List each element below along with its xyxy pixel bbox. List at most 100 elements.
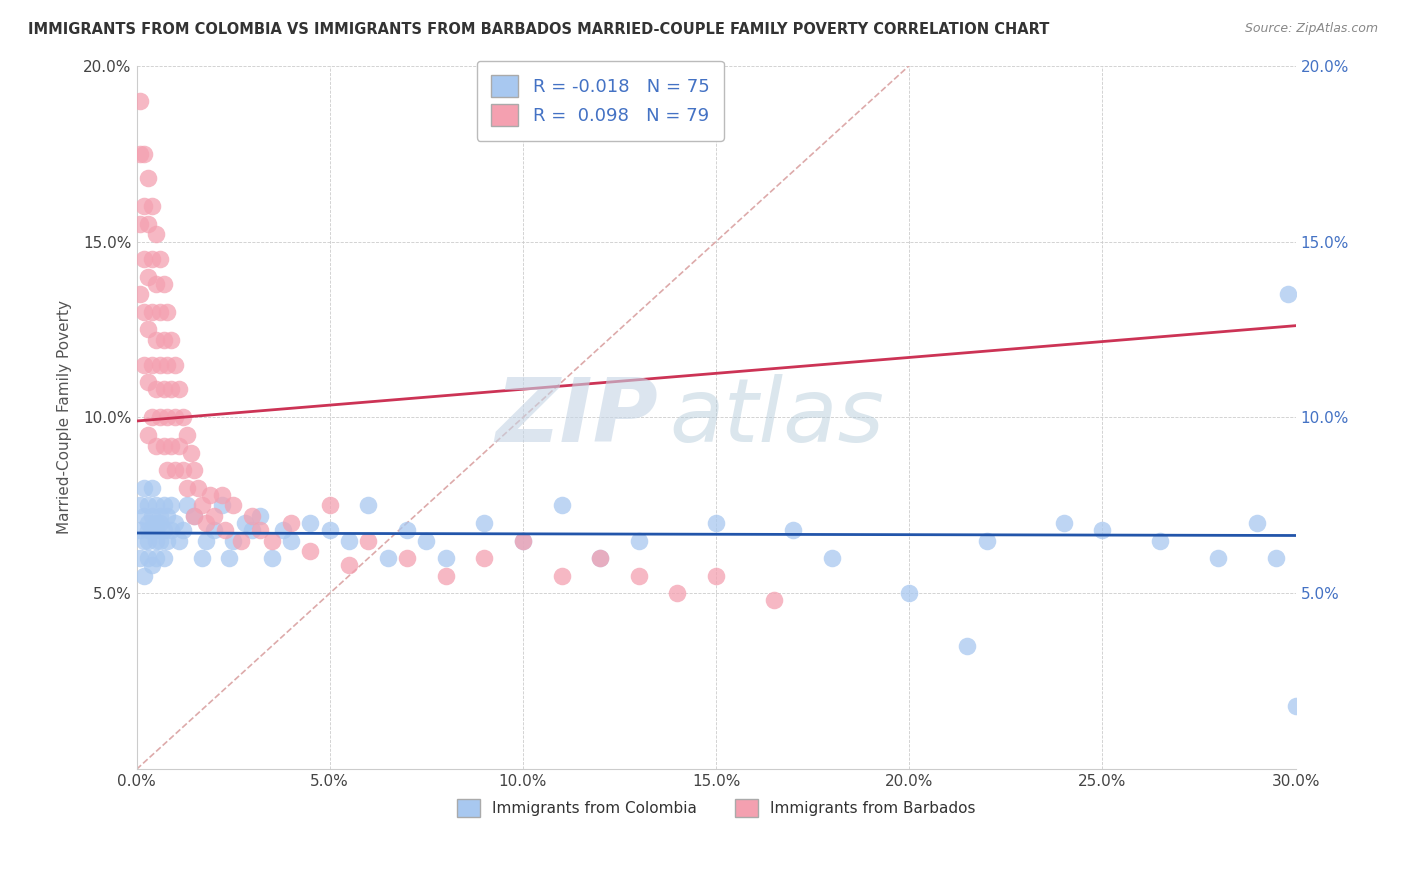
Point xyxy=(299,516,322,530)
Point xyxy=(129,287,152,301)
Point xyxy=(214,523,236,537)
Point xyxy=(898,586,921,600)
Point xyxy=(152,277,174,291)
Point xyxy=(141,481,163,495)
Point xyxy=(165,358,187,372)
Point xyxy=(141,508,163,523)
Point xyxy=(165,463,187,477)
Point xyxy=(136,217,159,231)
Point xyxy=(136,171,159,186)
Point xyxy=(273,523,295,537)
Point xyxy=(149,252,172,266)
Point xyxy=(145,277,167,291)
Point xyxy=(134,568,156,582)
Point xyxy=(627,568,650,582)
Point xyxy=(176,428,198,442)
Point xyxy=(165,410,187,425)
Point xyxy=(172,463,194,477)
Point xyxy=(156,533,179,548)
Point xyxy=(152,439,174,453)
Point xyxy=(704,568,727,582)
Point xyxy=(134,199,156,213)
Text: atlas: atlas xyxy=(669,375,884,460)
Point xyxy=(357,533,380,548)
Point xyxy=(141,523,163,537)
Y-axis label: Married-Couple Family Poverty: Married-Couple Family Poverty xyxy=(58,301,72,534)
Point xyxy=(229,533,252,548)
Point xyxy=(233,516,256,530)
Point xyxy=(195,533,218,548)
Point xyxy=(183,508,205,523)
Point xyxy=(1265,551,1288,566)
Point xyxy=(141,199,163,213)
Point xyxy=(136,376,159,390)
Point xyxy=(180,445,202,459)
Point xyxy=(195,516,218,530)
Point xyxy=(141,252,163,266)
Point xyxy=(550,499,572,513)
Point xyxy=(149,516,172,530)
Point xyxy=(134,146,156,161)
Point xyxy=(249,523,271,537)
Point xyxy=(172,523,194,537)
Point xyxy=(357,499,380,513)
Point xyxy=(318,523,340,537)
Point xyxy=(134,508,156,523)
Point xyxy=(141,410,163,425)
Point xyxy=(211,499,233,513)
Point xyxy=(172,410,194,425)
Point xyxy=(136,516,159,530)
Point xyxy=(129,499,152,513)
Point xyxy=(156,358,179,372)
Point xyxy=(198,488,221,502)
Point xyxy=(183,463,205,477)
Point xyxy=(136,499,159,513)
Point xyxy=(160,382,183,396)
Point xyxy=(434,551,457,566)
Point xyxy=(145,533,167,548)
Point xyxy=(589,551,612,566)
Point xyxy=(160,333,183,347)
Point xyxy=(472,516,495,530)
Point xyxy=(136,269,159,284)
Point xyxy=(149,533,172,548)
Point xyxy=(1208,551,1230,566)
Point xyxy=(141,358,163,372)
Point xyxy=(176,499,198,513)
Point xyxy=(211,488,233,502)
Point xyxy=(512,533,534,548)
Point xyxy=(152,551,174,566)
Point xyxy=(222,533,245,548)
Point xyxy=(242,523,264,537)
Point xyxy=(145,516,167,530)
Point xyxy=(395,523,418,537)
Point xyxy=(627,533,650,548)
Point xyxy=(260,533,283,548)
Point xyxy=(1091,523,1114,537)
Point xyxy=(149,305,172,319)
Point xyxy=(1277,287,1299,301)
Point xyxy=(415,533,437,548)
Point xyxy=(149,358,172,372)
Point xyxy=(145,227,167,242)
Point xyxy=(218,551,240,566)
Point xyxy=(176,481,198,495)
Point xyxy=(129,551,152,566)
Point xyxy=(136,551,159,566)
Point xyxy=(134,252,156,266)
Point xyxy=(183,508,205,523)
Point xyxy=(160,523,183,537)
Point xyxy=(377,551,399,566)
Point xyxy=(191,499,214,513)
Point xyxy=(152,523,174,537)
Point xyxy=(165,516,187,530)
Point xyxy=(242,508,264,523)
Point xyxy=(134,358,156,372)
Point xyxy=(160,439,183,453)
Point xyxy=(145,551,167,566)
Point xyxy=(1284,698,1306,713)
Point xyxy=(141,305,163,319)
Point xyxy=(550,568,572,582)
Point xyxy=(202,508,225,523)
Point xyxy=(472,551,495,566)
